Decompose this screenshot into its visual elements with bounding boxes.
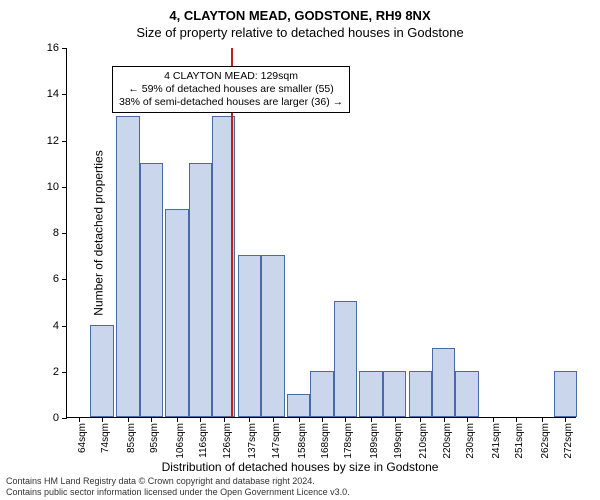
x-axis-label: Distribution of detached houses by size … (0, 460, 600, 474)
annotation-line: 4 CLAYTON MEAD: 129sqm (119, 70, 343, 83)
histogram-bar (90, 325, 113, 418)
histogram-bar (455, 371, 478, 417)
x-tick (395, 417, 396, 422)
x-tick-label: 272sqm (563, 423, 574, 459)
x-tick (128, 417, 129, 422)
y-tick-label: 14 (47, 88, 67, 100)
histogram-bar (432, 348, 455, 417)
histogram-bar (334, 301, 357, 417)
y-tick-label: 4 (53, 320, 67, 332)
x-tick-label: 64sqm (77, 423, 88, 453)
x-tick (249, 417, 250, 422)
histogram-bar (261, 255, 284, 417)
histogram-bar (310, 371, 333, 417)
histogram-bar (409, 371, 432, 417)
x-tick (273, 417, 274, 422)
x-tick-label: 189sqm (369, 423, 380, 459)
histogram-bar (554, 371, 577, 417)
x-tick-label: 85sqm (126, 423, 137, 453)
y-tick-label: 0 (53, 412, 67, 424)
y-axis-label: Number of detached properties (92, 150, 106, 315)
footer-line-1: Contains HM Land Registry data © Crown c… (6, 476, 350, 487)
y-tick-label: 10 (47, 181, 67, 193)
x-tick-label: 262sqm (540, 423, 551, 459)
x-tick-label: 241sqm (491, 423, 502, 459)
histogram-bar (165, 209, 188, 417)
histogram-bar (383, 371, 406, 417)
x-tick-label: 220sqm (442, 423, 453, 459)
x-tick (322, 417, 323, 422)
x-tick (299, 417, 300, 422)
x-tick (420, 417, 421, 422)
histogram-bar (238, 255, 261, 417)
chart-subtitle: Size of property relative to detached ho… (0, 23, 600, 44)
x-tick-label: 178sqm (343, 423, 354, 459)
x-tick (493, 417, 494, 422)
x-tick (345, 417, 346, 422)
x-tick-label: 230sqm (465, 423, 476, 459)
footer-attribution: Contains HM Land Registry data © Crown c… (6, 476, 350, 498)
x-tick (516, 417, 517, 422)
annotation-line: ← 59% of detached houses are smaller (55… (119, 83, 343, 96)
plot-area: 024681012141664sqm74sqm85sqm95sqm106sqm1… (66, 48, 576, 418)
footer-line-2: Contains public sector information licen… (6, 487, 350, 498)
x-tick-label: 126sqm (222, 423, 233, 459)
x-tick-label: 74sqm (100, 423, 111, 453)
x-tick-label: 199sqm (393, 423, 404, 459)
x-tick-label: 168sqm (320, 423, 331, 459)
chart-title-address: 4, CLAYTON MEAD, GODSTONE, RH9 8NX (0, 0, 600, 23)
histogram-bar (287, 394, 310, 417)
x-tick (200, 417, 201, 422)
x-tick-label: 116sqm (198, 423, 209, 458)
histogram-bar (359, 371, 382, 417)
y-tick-label: 2 (53, 366, 67, 378)
x-tick (224, 417, 225, 422)
y-tick-label: 12 (47, 135, 67, 147)
y-tick-label: 8 (53, 227, 67, 239)
x-tick-label: 147sqm (271, 423, 282, 459)
x-tick (542, 417, 543, 422)
x-tick (79, 417, 80, 422)
x-tick-label: 137sqm (247, 423, 258, 459)
histogram-bar (189, 163, 212, 417)
x-tick-label: 95sqm (149, 423, 160, 453)
x-tick (371, 417, 372, 422)
x-tick (467, 417, 468, 422)
x-tick (151, 417, 152, 422)
histogram-bar (116, 116, 139, 417)
y-tick-label: 16 (47, 42, 67, 54)
annotation-box: 4 CLAYTON MEAD: 129sqm← 59% of detached … (112, 66, 350, 113)
x-tick (177, 417, 178, 422)
histogram-bar (140, 163, 163, 417)
x-tick-label: 210sqm (418, 423, 429, 459)
x-tick-label: 158sqm (297, 423, 308, 459)
x-tick (444, 417, 445, 422)
x-tick (102, 417, 103, 422)
x-tick-label: 106sqm (175, 423, 186, 459)
x-tick (565, 417, 566, 422)
y-tick-label: 6 (53, 273, 67, 285)
annotation-line: 38% of semi-detached houses are larger (… (119, 96, 343, 109)
x-tick-label: 251sqm (514, 423, 525, 459)
